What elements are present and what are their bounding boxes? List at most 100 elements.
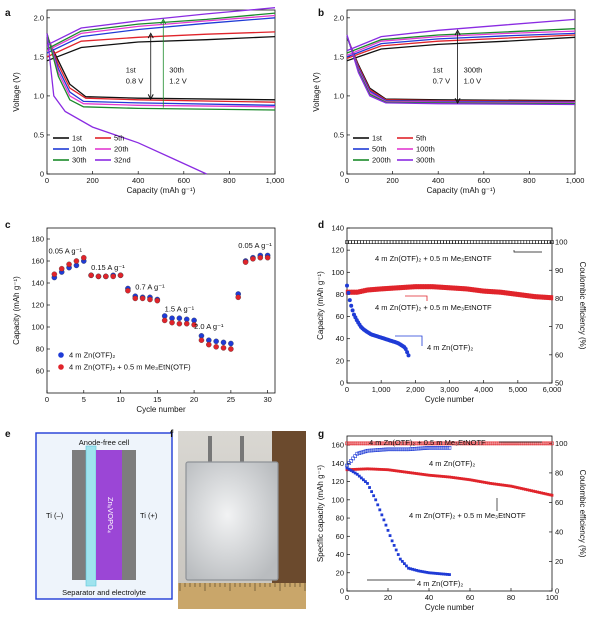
curve-discharge-20th (46, 33, 276, 108)
ce-point-blue (371, 448, 376, 453)
data-point-red (386, 468, 390, 472)
data-point-red (482, 480, 486, 484)
data-point-red (440, 284, 443, 290)
y-tick-label: 0.5 (34, 130, 44, 139)
ce-point-blue (365, 448, 370, 453)
legend-marker (58, 352, 64, 358)
ce-point-blue (408, 447, 413, 451)
ce-point (505, 240, 510, 244)
data-point-red (530, 489, 533, 493)
data-point-red (468, 286, 471, 292)
x-tick-label: 80 (507, 593, 515, 602)
data-point-red (506, 290, 509, 296)
curve-discharge-1st (346, 37, 576, 102)
data-point-red (415, 472, 419, 475)
data-point-red (549, 295, 552, 301)
ce-point (377, 240, 382, 244)
x-tick-label: 600 (478, 176, 491, 185)
x-tick-label: 0 (345, 593, 349, 602)
ce-point (520, 240, 525, 244)
data-point-red (428, 284, 431, 290)
y2-tick-label: 80 (555, 468, 563, 477)
ce-point (541, 240, 545, 244)
data-point-red (485, 288, 488, 294)
data-point-red (361, 288, 364, 294)
anode-free-cell-schematic: Anode-free cell Ti (–) Ti (+) ZnₓVOPO₄ Separ… (35, 432, 173, 600)
data-point-blue (390, 539, 394, 543)
data-point-red (445, 285, 449, 291)
ce-point (502, 240, 507, 244)
ce-point-red (486, 441, 491, 446)
ce-point (517, 240, 522, 244)
x-tick-label: 1,000 (566, 176, 585, 185)
ce-point-red (345, 441, 349, 446)
ce-point-red (433, 441, 437, 446)
annotation: 0.8 V (126, 76, 144, 85)
data-point-red (351, 468, 355, 471)
data-point-red (95, 273, 102, 280)
annotation: 4 m Zn(OTF)₂ + 0.5 m Me₃EtNOTF (369, 438, 486, 447)
data-point-red (534, 490, 537, 494)
plot-frame (346, 435, 553, 592)
y-tick-label: 160 (331, 441, 344, 450)
data-point-red (368, 287, 371, 293)
data-point-red (355, 467, 359, 471)
chart-d: 0 1,000 2,000 3,000 4,000 5,000 6,000 0 20 40 60 80… (316, 224, 587, 405)
data-point-red (459, 286, 462, 292)
y-tick-label: 140 (331, 459, 344, 468)
ce-point-blue (427, 446, 431, 450)
ce-point-blue (433, 446, 437, 450)
ce-point-red (494, 441, 499, 446)
data-point-red (220, 345, 227, 351)
ce-point-blue (377, 448, 382, 452)
curve-charge-1st (346, 36, 576, 62)
data-point-red (364, 287, 368, 293)
ce-point-red (392, 441, 396, 446)
data-point-red (257, 254, 264, 261)
data-point-red (538, 491, 542, 494)
data-point-red (497, 483, 501, 486)
cathode-side-label: Ti (+) (140, 511, 158, 520)
curve-charge-5th (46, 31, 276, 58)
ce-point (422, 240, 427, 244)
data-point-blue (345, 466, 349, 470)
ce-point (487, 240, 492, 244)
ce-point-red (490, 441, 495, 446)
ce-point (389, 240, 394, 244)
ce-point-blue (363, 449, 368, 454)
ce-point-red (380, 441, 384, 446)
data-point-red (421, 284, 424, 290)
ce-point (490, 240, 495, 244)
data-point-red (345, 468, 349, 472)
ce-point (368, 240, 373, 244)
ce-point-blue (404, 447, 409, 452)
data-point-blue (405, 564, 408, 568)
data-point-red (409, 284, 412, 290)
data-point-red (431, 284, 435, 290)
ce-point-red (359, 441, 364, 446)
data-point-red (502, 290, 505, 296)
ce-point-red (462, 441, 466, 446)
y2-tick-label: 100 (555, 439, 568, 448)
ce-point-red (548, 441, 552, 446)
ce-point (416, 240, 421, 244)
data-point-red (235, 294, 241, 301)
arrow-head (454, 29, 461, 36)
y-tick-label: 100 (31, 323, 44, 332)
ce-point-blue (394, 447, 399, 452)
data-point-red (372, 467, 376, 471)
y-tick-label: 80 (336, 290, 344, 299)
data-point-blue (400, 559, 404, 563)
data-point-red (250, 256, 256, 262)
ce-point-red (386, 441, 390, 446)
data-point-blue (228, 340, 234, 347)
data-point-blue (446, 573, 449, 576)
x-tick-label: 40 (425, 593, 433, 602)
curve-discharge-1st (46, 37, 276, 101)
ti-current-collector-left (72, 450, 86, 580)
curve-charge-30th (46, 12, 276, 50)
data-point-blue (384, 523, 388, 527)
ce-point-red (382, 441, 386, 446)
data-point-blue (386, 528, 390, 532)
data-point-red (423, 284, 426, 290)
